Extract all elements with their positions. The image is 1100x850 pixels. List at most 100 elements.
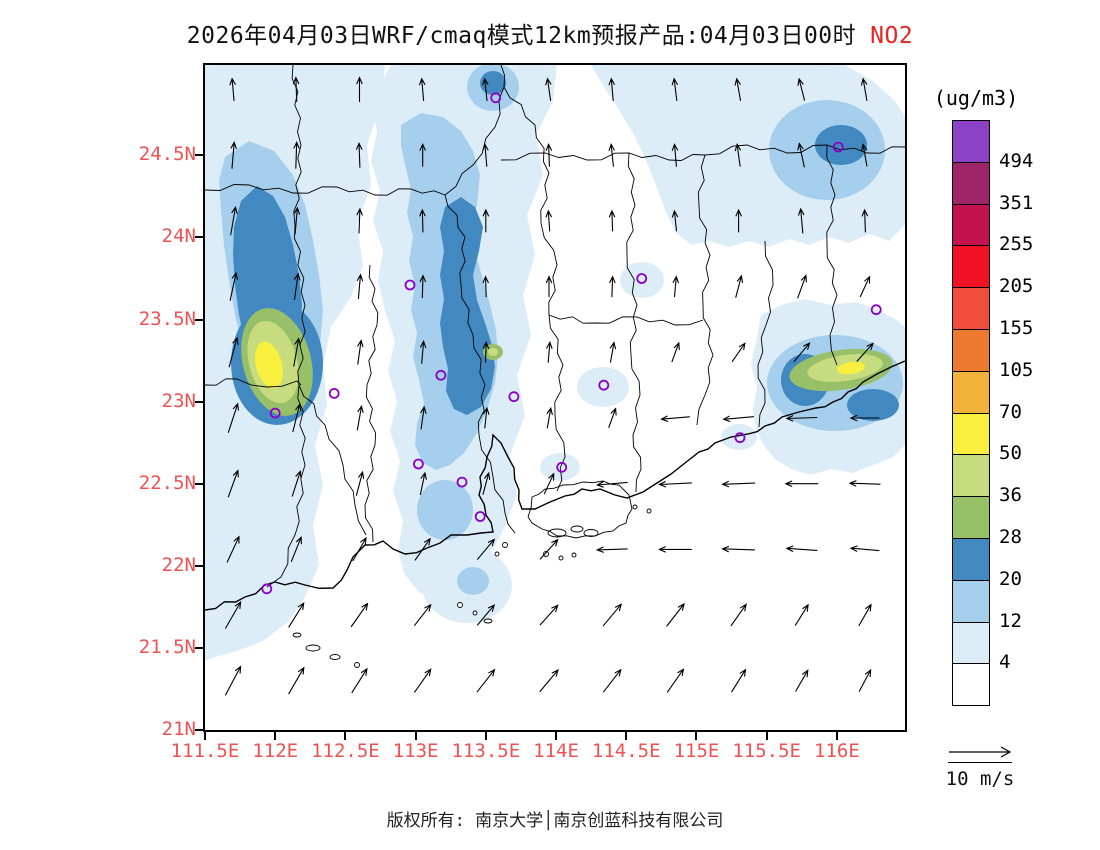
lon-tick-label: 112E (252, 740, 299, 762)
species-label: NO2 (870, 23, 914, 49)
colorbar-block (952, 538, 990, 581)
province-boundary-line (444, 194, 516, 534)
wind-arrow (785, 415, 818, 422)
colorbar-tick-label: 155 (999, 317, 1034, 339)
lat-tick-mark (195, 482, 204, 485)
station-marker (556, 461, 568, 473)
wind-arrow (482, 341, 490, 363)
colorbar-tick-label: 105 (999, 358, 1034, 381)
colorbar-tick-label: 4 (999, 651, 1011, 674)
wind-arrow (734, 77, 742, 102)
lon-tick-label: 115E (673, 740, 720, 762)
station-marker (734, 432, 746, 444)
wind-arrow (539, 538, 559, 560)
wind-arrow (609, 341, 617, 363)
province-boundary-line (298, 384, 367, 536)
wind-arrow (356, 76, 363, 103)
colorbar-block (952, 454, 990, 498)
lat-tick-label: 21.5N (138, 635, 196, 658)
colorbar-tick-label: 205 (999, 275, 1034, 298)
lat-tick-label: 23.5N (138, 307, 196, 330)
wind-arrow (419, 142, 426, 167)
wind-arrow (849, 545, 880, 552)
wind-arrow (735, 208, 742, 233)
colorbar-block (952, 120, 990, 163)
wind-arrow (482, 471, 491, 495)
wind-arrow (357, 339, 364, 365)
lat-tick-mark (195, 236, 204, 239)
wind-arrow (731, 342, 746, 362)
province-boundary-line (696, 154, 714, 426)
wind-arrow (545, 77, 552, 102)
lon-tick-mark (274, 731, 277, 740)
wind-arrow (608, 143, 615, 167)
wind-arrow (860, 143, 868, 167)
lat-tick-label: 22N (161, 553, 196, 576)
lon-tick-label: 116E (814, 740, 860, 762)
lon-tick-mark (695, 731, 698, 740)
province-boundary-line (826, 144, 838, 366)
wind-arrow (545, 142, 553, 167)
wind-arrow (848, 480, 881, 487)
wind-arrow (483, 406, 490, 429)
lon-tick-label: 112.5E (311, 740, 380, 762)
wind-arrow (795, 669, 809, 692)
wind-arrow (419, 208, 426, 233)
wind-arrow (735, 274, 744, 298)
wind-arrow (228, 336, 239, 368)
colorbar-tick-label: 36 (999, 484, 1022, 507)
station-marker (435, 369, 447, 381)
wind-scale-underline (948, 762, 1012, 763)
wind-arrow (858, 603, 872, 627)
wind-arrow (671, 341, 680, 363)
province-boundary-line (205, 378, 302, 388)
map-plot (205, 65, 905, 696)
province-boundary-line (205, 184, 446, 196)
wind-arrow (608, 77, 615, 102)
colorbar-block (952, 496, 990, 539)
contour-fill-layer (205, 65, 905, 661)
lat-tick-mark (195, 646, 204, 649)
wind-arrow (658, 546, 692, 553)
wind-arrow (419, 274, 427, 299)
wind-arrow (225, 665, 242, 696)
lat-tick-label: 23N (161, 389, 196, 412)
wind-arrow (734, 143, 742, 167)
wind-arrow (595, 481, 628, 488)
wind-arrow (420, 405, 427, 430)
station-marker (832, 141, 844, 153)
station-marker (490, 92, 502, 104)
wind-arrow (288, 602, 305, 628)
lat-tick-label: 24N (161, 225, 196, 248)
wind-arrow (658, 481, 692, 488)
wind-arrow (292, 403, 302, 433)
lon-tick-label: 114E (533, 740, 579, 762)
wind-arrow (476, 538, 496, 560)
colorbar-unit-label: (ug/m3) (933, 86, 1019, 110)
colorbar-block (952, 329, 990, 372)
chart-title: 2026年04月03日WRF/cmaq模式12km预报产品:04月03日00时 N… (40, 16, 1060, 50)
wind-arrow (721, 545, 756, 553)
lon-tick-mark (204, 731, 206, 740)
wind-arrow (731, 668, 747, 693)
wind-arrow (797, 274, 807, 299)
wind-arrow (539, 668, 559, 693)
station-marker (508, 391, 520, 403)
wind-arrow (482, 275, 489, 298)
wind-arrow (849, 414, 880, 422)
wind-arrow (352, 536, 367, 562)
wind-arrow (482, 143, 489, 167)
wind-arrow (671, 209, 679, 232)
province-boundary-line (626, 152, 642, 493)
wind-arrow (859, 275, 871, 298)
wind-arrow (543, 472, 555, 495)
wind-arrow (609, 275, 616, 298)
colorbar-block (952, 621, 990, 665)
station-marker-layer (261, 92, 882, 595)
station-marker (328, 387, 340, 399)
province-boundary-line (757, 240, 774, 428)
lon-tick-label: 114.5E (591, 740, 661, 762)
lat-tick-label: 22.5N (138, 471, 196, 494)
wind-arrow (356, 141, 363, 168)
wind-arrow (545, 275, 553, 298)
